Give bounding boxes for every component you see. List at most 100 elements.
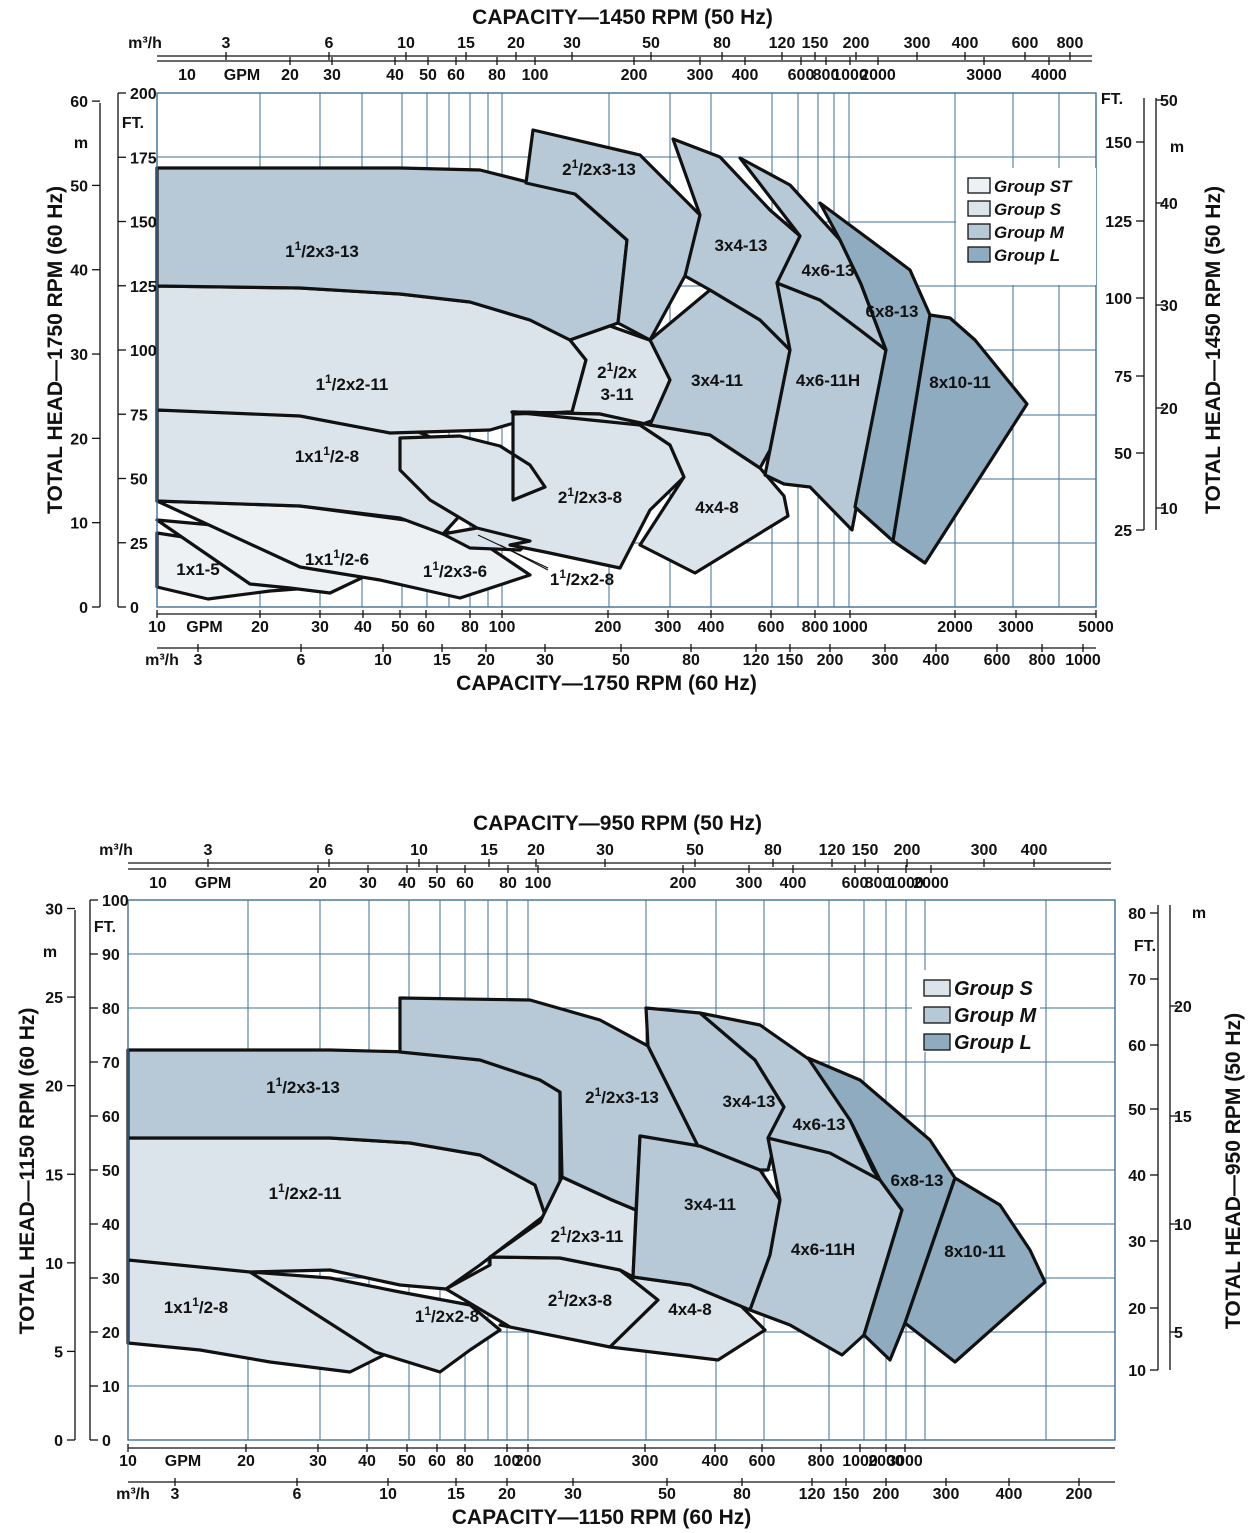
label-part: 2 <box>597 363 606 382</box>
left-ft-tick-label: 100 <box>102 893 129 910</box>
label-part: 2 <box>562 160 571 179</box>
region-label: 3x4-11 <box>691 371 743 390</box>
right-ft-tick-label: 50 <box>1128 1102 1146 1119</box>
left-ft-tick-label: 20 <box>102 1325 120 1342</box>
label-part: 1 <box>323 444 330 458</box>
left-m-tick-label: 0 <box>79 600 88 617</box>
bottom-gpm-tick-label: 60 <box>428 1453 446 1470</box>
top-gpm-tick-label: 80 <box>499 875 517 892</box>
top-gpm-tick-label: 50 <box>419 67 437 84</box>
region-label: 11/2x2-11 <box>269 1181 342 1203</box>
right-ft-tick-label: 70 <box>1128 972 1146 989</box>
top-m3h-tick-label: 3 <box>222 35 231 52</box>
region-label: 3x4-13 <box>715 236 768 255</box>
region-label: 3x4-13 <box>723 1092 776 1111</box>
label-part: 1 <box>559 567 566 581</box>
right-m-tick-label: 5 <box>1174 1325 1183 1342</box>
region-label: 8x10-11 <box>929 373 990 392</box>
bottom-m3h-tick-label: 300 <box>933 1486 960 1503</box>
x-axis-title: CAPACITY—1750 RPM (60 Hz) <box>456 672 757 695</box>
left-m-tick-label: 20 <box>45 1079 63 1096</box>
right-ft-tick-label: 25 <box>1114 523 1132 540</box>
left-m-unit: m <box>43 944 57 961</box>
top-gpm-tick-label: 1000 <box>888 875 924 892</box>
label-part: /2x3-13 <box>282 1078 340 1097</box>
bottom-gpm-tick-label: 400 <box>698 619 725 636</box>
bottom-m3h-tick-label: 600 <box>984 652 1011 669</box>
label-part: /2x2-11 <box>332 375 389 394</box>
bottom-m3h-tick-label: 10 <box>374 652 392 669</box>
label-part: 1 <box>432 559 439 573</box>
left-ft-tick-label: 175 <box>130 150 157 167</box>
label-part: 1 <box>285 242 294 261</box>
top-gpm-tick-label: 30 <box>359 875 377 892</box>
label-part: /2-6 <box>340 550 369 569</box>
left-ft-tick-label: 150 <box>130 215 157 232</box>
label-part: /2x <box>613 363 637 382</box>
region-label: 11/2x3-13 <box>266 1075 340 1097</box>
top-gpm-unit: GPM <box>224 67 260 84</box>
legend-label: Group L <box>994 246 1060 265</box>
leader-line <box>499 544 549 571</box>
right-y-axis-title: TOTAL HEAD—1450 RPM (50 Hz) <box>1202 186 1225 514</box>
region-2½x3-13 <box>524 128 712 342</box>
bottom-m3h-tick-label: 15 <box>433 652 451 669</box>
legend-label: Group S <box>994 200 1062 219</box>
top-gpm-tick-label: 40 <box>398 875 416 892</box>
label-part: 2 <box>548 1291 557 1310</box>
top-m3h-tick-label: 20 <box>527 842 545 859</box>
label-part: /2x3-13 <box>601 1088 659 1107</box>
bottom-m3h-unit: m³/h <box>145 652 179 669</box>
top-gpm-tick-label: 30 <box>323 67 341 84</box>
region-label: 21/2x3-13 <box>585 1085 659 1107</box>
bottom-gpm-tick-label: 400 <box>702 1453 729 1470</box>
top-m3h-unit: m³/h <box>99 842 133 859</box>
left-ft-tick-label: 50 <box>102 1163 120 1180</box>
bottom-gpm-tick-label: 100 <box>489 619 516 636</box>
plot-frame <box>156 92 1097 608</box>
top-m3h-tick-label: 120 <box>819 842 846 859</box>
region-label: 11/2x2-8 <box>415 1304 479 1326</box>
top-m3h-tick-label: 150 <box>852 842 879 859</box>
region-1½x2-8 <box>248 1270 502 1374</box>
label-part: 1 <box>316 375 325 394</box>
bottom-m3h-tick-label: 15 <box>447 1486 465 1503</box>
right-ft-tick-label: 125 <box>1105 214 1132 231</box>
left-ft-tick-label: 50 <box>130 472 148 489</box>
bottom-gpm-tick-label: 3000 <box>887 1453 923 1470</box>
bottom-gpm-tick-label: 100 <box>494 1453 521 1470</box>
top-m3h-tick-label: 200 <box>894 842 921 859</box>
top-gpm-tick-label: 10 <box>149 875 167 892</box>
bottom-m3h-tick-label: 300 <box>872 652 899 669</box>
label-part: 1 <box>192 1295 199 1309</box>
top-gpm-tick-label: 300 <box>736 875 763 892</box>
bottom-gpm-tick-label: 60 <box>417 619 435 636</box>
bottom-gpm-tick-label: 30 <box>311 619 329 636</box>
bottom-m3h-tick-label: 3 <box>171 1486 180 1503</box>
top-m3h-tick-label: 30 <box>596 842 614 859</box>
region-6x8-13 <box>818 201 932 543</box>
bottom-m3h-tick-label: 150 <box>833 1486 860 1503</box>
bottom-gpm-tick-label: 1000 <box>832 619 868 636</box>
top-m3h-tick-label: 50 <box>686 842 704 859</box>
left-ft-tick-label: 90 <box>102 947 120 964</box>
bottom-gpm-tick-label: 200 <box>595 619 622 636</box>
right-m-tick-label: 40 <box>1160 196 1178 213</box>
label-part: 2 <box>551 1227 560 1246</box>
bottom-gpm-tick-label: 40 <box>358 1453 376 1470</box>
bottom-m3h-tick-label: 50 <box>658 1486 676 1503</box>
left-m-tick-label: 50 <box>70 178 88 195</box>
region-3x4-13 <box>671 137 802 352</box>
region-label: 1x11/2-6 <box>305 547 369 569</box>
right-m-tick-label: 50 <box>1160 93 1178 110</box>
label-part: 3x4-11 <box>691 371 743 390</box>
bottom-m3h-tick-label: 120 <box>799 1486 826 1503</box>
left-ft-tick-label: 60 <box>102 1109 120 1126</box>
region-2½x3-13 <box>398 996 700 1212</box>
bottom-gpm-tick-label: 2000 <box>937 619 973 636</box>
region-label: 21/2x3-8 <box>558 485 622 507</box>
label-part: 6x8-13 <box>891 1171 944 1190</box>
label-part: 1 <box>415 1307 424 1326</box>
bottom-gpm-tick-label: 600 <box>758 619 785 636</box>
